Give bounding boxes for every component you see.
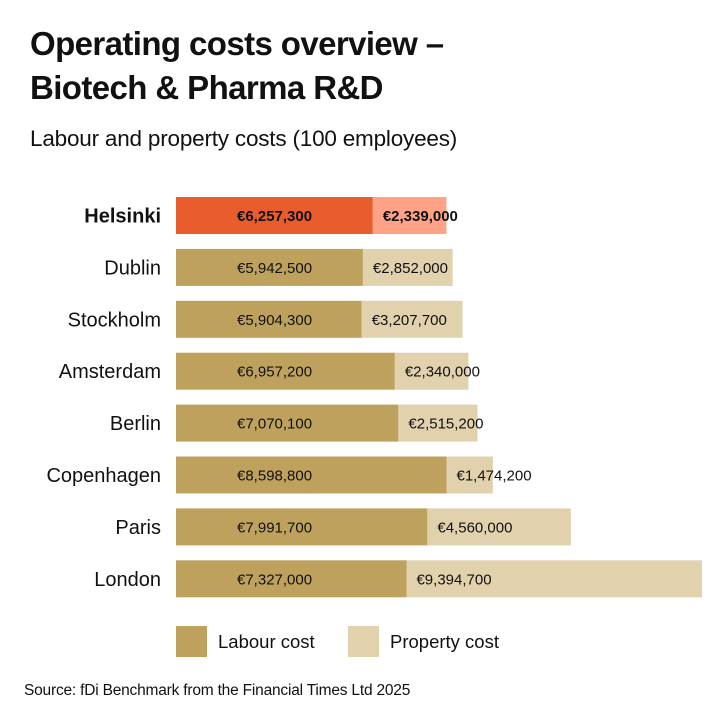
bar-labour-copenhagen bbox=[176, 456, 447, 494]
value-label-labour-paris: €7,991,700 bbox=[237, 519, 312, 536]
value-label-labour-london: €7,327,000 bbox=[237, 571, 312, 588]
bar-labour-helsinki bbox=[176, 197, 373, 234]
legend-swatch-labour bbox=[176, 626, 207, 657]
bar-labour-paris bbox=[176, 508, 428, 546]
category-label-berlin: Berlin bbox=[110, 413, 161, 435]
chart-title-line-1: Operating costs overview – bbox=[30, 25, 444, 62]
bar-labour-berlin bbox=[176, 404, 399, 442]
bars-group: Helsinki €6,257,300 €2,339,000 Dublin €5,942… bbox=[46, 197, 702, 598]
bar-property-berlin bbox=[398, 404, 478, 442]
value-label-property-copenhagen: €1,474,200 bbox=[456, 468, 531, 485]
value-label-labour-amsterdam: €6,957,200 bbox=[237, 364, 312, 381]
value-label-property-amsterdam: €2,340,000 bbox=[405, 364, 480, 381]
bar-row-berlin: Berlin €7,070,100 €2,515,200 bbox=[110, 404, 483, 442]
source-note: Source: fDi Benchmark from the Financial… bbox=[24, 682, 411, 699]
bar-labour-amsterdam bbox=[176, 352, 395, 390]
value-label-property-stockholm: €3,207,700 bbox=[372, 312, 447, 329]
legend-label-property: Property cost bbox=[390, 631, 499, 652]
value-label-property-helsinki: €2,339,000 bbox=[383, 208, 458, 225]
bar-row-copenhagen: Copenhagen €8,598,800 €1,474,200 bbox=[46, 456, 532, 494]
category-label-paris: Paris bbox=[115, 517, 161, 539]
value-label-property-london: €9,394,700 bbox=[416, 571, 491, 588]
category-label-helsinki: Helsinki bbox=[84, 206, 161, 228]
chart-subtitle: Labour and property costs (100 employees… bbox=[30, 126, 458, 151]
value-label-property-berlin: €2,515,200 bbox=[408, 416, 483, 433]
value-label-labour-helsinki: €6,257,300 bbox=[237, 208, 312, 225]
bar-row-helsinki: Helsinki €6,257,300 €2,339,000 bbox=[84, 197, 458, 234]
chart-title-line-2: Biotech & Pharma R&D bbox=[30, 69, 384, 106]
category-label-stockholm: Stockholm bbox=[68, 309, 161, 331]
bar-property-dublin bbox=[362, 248, 453, 286]
category-label-london: London bbox=[94, 569, 161, 591]
bar-labour-london bbox=[176, 560, 407, 598]
category-label-copenhagen: Copenhagen bbox=[46, 465, 161, 487]
legend-label-labour: Labour cost bbox=[218, 631, 315, 652]
bar-row-amsterdam: Amsterdam €6,957,200 €2,340,000 bbox=[59, 352, 480, 390]
chart-title: Operating costs overview – Biotech & Pha… bbox=[30, 22, 710, 110]
bar-property-amsterdam bbox=[394, 352, 469, 390]
value-label-labour-stockholm: €5,904,300 bbox=[237, 312, 312, 329]
category-label-amsterdam: Amsterdam bbox=[59, 361, 161, 383]
legend: Labour cost Property cost bbox=[176, 626, 499, 657]
bar-labour-stockholm bbox=[176, 300, 362, 338]
category-label-dublin: Dublin bbox=[104, 257, 161, 279]
legend-swatch-property bbox=[348, 626, 379, 657]
bar-labour-dublin bbox=[176, 248, 363, 286]
value-label-property-paris: €4,560,000 bbox=[437, 519, 512, 536]
bar-property-stockholm bbox=[361, 300, 463, 338]
bar-property-london bbox=[406, 560, 702, 598]
value-label-labour-berlin: €7,070,100 bbox=[237, 416, 312, 433]
bar-property-copenhagen bbox=[446, 456, 493, 494]
bar-row-stockholm: Stockholm €5,904,300 €3,207,700 bbox=[68, 300, 463, 338]
bar-property-helsinki bbox=[372, 197, 447, 234]
value-label-labour-copenhagen: €8,598,800 bbox=[237, 468, 312, 485]
value-label-labour-dublin: €5,942,500 bbox=[237, 260, 312, 277]
bar-row-paris: Paris €7,991,700 €4,560,000 bbox=[115, 508, 571, 546]
value-label-property-dublin: €2,852,000 bbox=[373, 260, 448, 277]
bar-row-dublin: Dublin €5,942,500 €2,852,000 bbox=[104, 248, 453, 286]
bar-property-paris bbox=[427, 508, 571, 546]
bar-row-london: London €7,327,000 €9,394,700 bbox=[94, 560, 702, 598]
